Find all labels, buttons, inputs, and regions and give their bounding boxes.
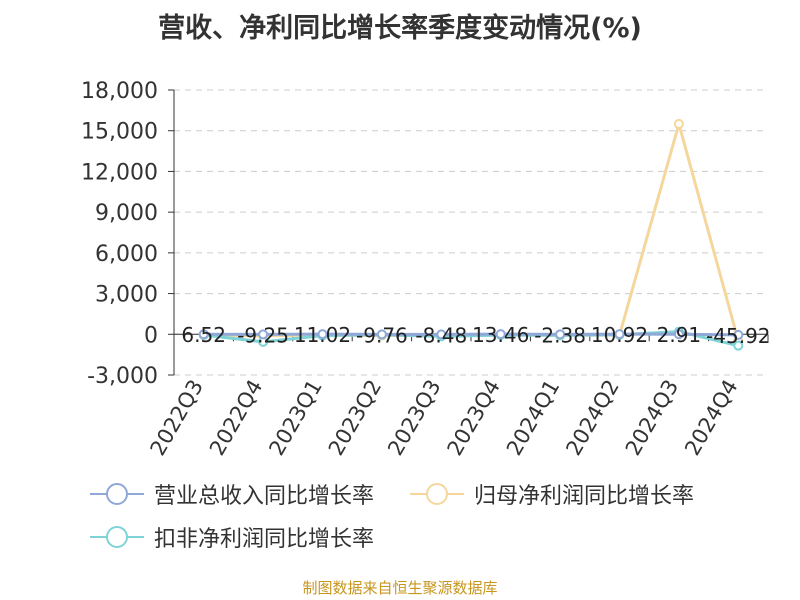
- data-point: [673, 329, 684, 340]
- data-point: [258, 329, 269, 340]
- data-label: -45.92: [706, 324, 770, 348]
- data-source-note: 制图数据来自恒生聚源数据库: [302, 579, 498, 597]
- data-point: [614, 329, 625, 340]
- y-tick-label: 3,000: [95, 283, 158, 308]
- data-label: 2.91: [657, 323, 702, 347]
- data-point: [317, 329, 328, 340]
- y-tick-label: 9,000: [95, 201, 158, 226]
- data-label: -9.76: [356, 323, 408, 347]
- x-tick-label: 2023Q4: [443, 376, 505, 460]
- data-point: [733, 340, 744, 351]
- x-tick-label: 2024Q2: [561, 376, 623, 460]
- x-tick-label: 2023Q1: [264, 376, 326, 460]
- data-label: -2.38: [534, 323, 586, 347]
- legend-label-revenue: 营业总收入同比增长率: [154, 484, 375, 509]
- data-point: [495, 329, 506, 340]
- x-tick-label: 2023Q2: [324, 376, 386, 460]
- y-tick-label: -3,000: [87, 364, 158, 389]
- legend-item-deducted-profit[interactable]: 扣非净利润同比增长率: [90, 521, 374, 553]
- data-label: 10.92: [591, 323, 648, 347]
- series-line: [203, 332, 739, 337]
- y-tick-label: 18,000: [81, 79, 158, 104]
- x-tick-label: 2023Q3: [383, 376, 445, 460]
- x-tick-label: 2024Q3: [621, 376, 683, 460]
- x-tick-label: 2024Q4: [680, 376, 742, 460]
- series-line: [203, 122, 740, 342]
- data-point: [198, 329, 209, 340]
- y-tick-label: 12,000: [81, 160, 158, 185]
- data-label: 6.52: [181, 323, 226, 347]
- data-point: [376, 329, 387, 340]
- legend-line-circle-icon: [90, 483, 144, 505]
- x-tick-label: 2024Q1: [502, 376, 564, 460]
- y-tick-label: 15,000: [81, 120, 158, 145]
- data-label: 13.46: [472, 323, 529, 347]
- legend-label-net-profit: 归母净利润同比增长率: [474, 484, 695, 509]
- legend-item-net-profit[interactable]: 归母净利润同比增长率: [410, 478, 694, 510]
- data-label: 11.02: [294, 323, 351, 347]
- data-point: [555, 329, 566, 340]
- data-point: [733, 329, 744, 340]
- x-tick-label: 2022Q4: [205, 376, 267, 460]
- data-point: [436, 329, 447, 340]
- chart-title: 营收、净利同比增长率季度变动情况(%): [158, 13, 642, 44]
- data-label: -8.48: [415, 323, 467, 347]
- y-tick-label: 6,000: [95, 242, 158, 267]
- y-tick-label: 0: [144, 323, 158, 348]
- data-label: -9.25: [237, 323, 289, 347]
- legend-label-deducted-profit: 扣非净利润同比增长率: [154, 527, 375, 552]
- legend-line-circle-icon: [410, 483, 464, 505]
- legend-line-circle-icon: [90, 526, 144, 548]
- data-point: [673, 118, 684, 129]
- legend-item-revenue[interactable]: 营业总收入同比增长率: [90, 478, 374, 510]
